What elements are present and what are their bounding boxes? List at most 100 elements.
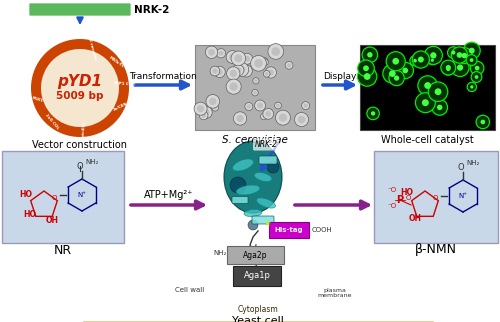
Circle shape [212,68,218,74]
Text: His-tag: His-tag [274,227,304,233]
Circle shape [476,115,490,129]
Text: Cytoplasm: Cytoplasm [238,306,279,315]
Text: O: O [406,195,410,201]
Circle shape [245,102,253,110]
Circle shape [253,91,257,94]
Text: Display: Display [324,72,356,81]
Text: OH: OH [408,214,422,223]
Circle shape [216,69,222,75]
Circle shape [206,95,220,108]
Circle shape [209,98,216,105]
Circle shape [230,177,246,193]
Text: 2uG COL: 2uG COL [44,113,60,130]
Circle shape [250,55,266,71]
Circle shape [437,105,442,110]
Text: NRK-2: NRK-2 [134,5,170,15]
Circle shape [257,102,263,109]
Circle shape [231,51,246,66]
Ellipse shape [244,209,262,217]
Circle shape [232,64,244,76]
Circle shape [285,62,293,69]
Circle shape [367,52,372,58]
Circle shape [206,46,218,59]
Text: NH₂: NH₂ [466,160,479,166]
Circle shape [243,68,250,74]
Circle shape [274,102,281,109]
Circle shape [471,71,482,82]
Text: YRP1 CRU: YRP1 CRU [113,81,135,87]
Circle shape [410,56,420,66]
Text: ⁻O: ⁻O [388,187,396,193]
Circle shape [430,52,436,59]
Circle shape [389,71,404,86]
Circle shape [462,53,467,58]
Text: PGK1: PGK1 [31,96,44,103]
Text: ATP+Mg²⁺: ATP+Mg²⁺ [144,190,194,200]
Circle shape [200,111,208,120]
Circle shape [254,79,258,82]
Circle shape [214,66,225,78]
Circle shape [394,75,400,81]
Circle shape [208,49,215,56]
Text: NH₂: NH₂ [214,250,226,256]
FancyBboxPatch shape [233,266,281,286]
Circle shape [418,57,424,62]
Circle shape [200,106,212,118]
Circle shape [358,60,374,77]
Circle shape [266,67,276,78]
Circle shape [364,73,370,80]
Circle shape [430,59,434,62]
Circle shape [230,82,238,91]
Circle shape [451,59,469,77]
Circle shape [452,47,468,63]
FancyBboxPatch shape [29,3,131,16]
Circle shape [412,51,430,68]
Circle shape [238,66,246,73]
Circle shape [418,76,438,95]
Circle shape [424,46,442,64]
Circle shape [402,68,408,73]
Text: β-NMN: β-NMN [415,243,457,257]
Circle shape [294,112,308,127]
Circle shape [474,75,478,79]
Circle shape [229,53,236,61]
Circle shape [262,59,266,63]
Circle shape [253,78,259,84]
Ellipse shape [224,141,282,213]
Text: N⁺: N⁺ [78,192,86,198]
Circle shape [428,56,437,65]
Text: pYD1: pYD1 [58,73,102,89]
Circle shape [260,57,268,65]
Circle shape [242,53,252,64]
Text: NRK-2: NRK-2 [254,140,278,149]
FancyBboxPatch shape [259,156,277,164]
Circle shape [263,61,267,64]
Text: Whole-cell catalyst: Whole-cell catalyst [381,135,474,145]
Text: Transformation: Transformation [129,72,197,81]
Circle shape [226,67,240,80]
Text: Vector construction: Vector construction [32,140,128,150]
Circle shape [457,64,463,71]
Circle shape [480,119,485,124]
Text: NR: NR [54,243,72,257]
Circle shape [218,51,224,56]
Text: O: O [76,162,84,171]
Text: 2u/CEN: 2u/CEN [112,101,128,112]
Circle shape [358,67,377,86]
Circle shape [441,60,456,75]
Circle shape [422,99,429,106]
Circle shape [226,79,241,94]
Circle shape [254,100,266,111]
FancyBboxPatch shape [269,222,309,238]
Text: HO: HO [24,210,36,219]
Text: HO: HO [20,190,32,199]
Text: HO: HO [400,188,413,197]
FancyBboxPatch shape [374,151,498,243]
Circle shape [470,62,484,75]
Text: Ampicillin: Ampicillin [81,121,87,143]
Text: OH: OH [46,216,59,225]
Circle shape [456,52,462,58]
Text: ⁻O: ⁻O [388,203,396,209]
Circle shape [262,59,268,66]
Circle shape [397,62,413,79]
